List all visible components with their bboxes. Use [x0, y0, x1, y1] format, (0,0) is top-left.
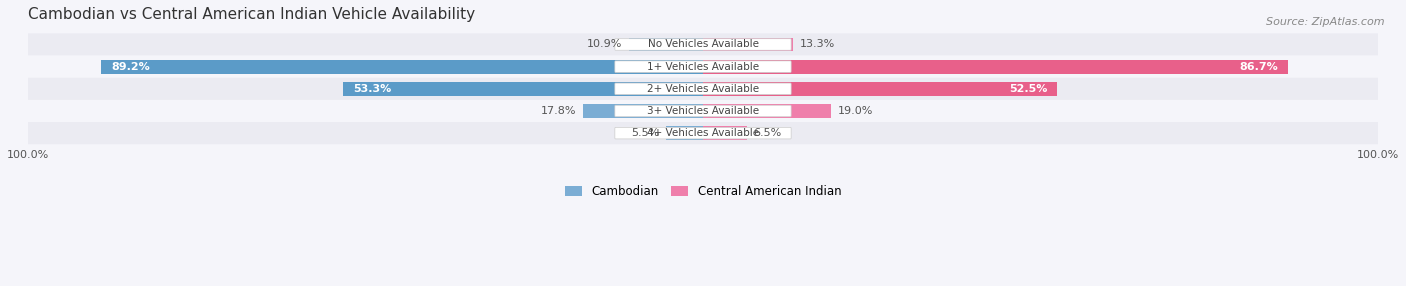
Bar: [703, 37, 793, 51]
Text: 13.3%: 13.3%: [800, 39, 835, 49]
Text: No Vehicles Available: No Vehicles Available: [648, 39, 758, 49]
FancyBboxPatch shape: [614, 83, 792, 95]
FancyBboxPatch shape: [25, 33, 1381, 55]
Text: 6.5%: 6.5%: [754, 128, 782, 138]
FancyBboxPatch shape: [614, 127, 792, 139]
Bar: [666, 126, 703, 140]
Text: 2+ Vehicles Available: 2+ Vehicles Available: [647, 84, 759, 94]
Text: Source: ZipAtlas.com: Source: ZipAtlas.com: [1267, 17, 1385, 27]
Text: 1+ Vehicles Available: 1+ Vehicles Available: [647, 62, 759, 72]
Bar: [343, 82, 703, 96]
FancyBboxPatch shape: [25, 78, 1381, 100]
Bar: [703, 126, 747, 140]
FancyBboxPatch shape: [25, 100, 1381, 122]
FancyBboxPatch shape: [614, 39, 792, 50]
Text: 17.8%: 17.8%: [541, 106, 576, 116]
FancyBboxPatch shape: [614, 61, 792, 72]
Text: 10.9%: 10.9%: [588, 39, 623, 49]
FancyBboxPatch shape: [614, 105, 792, 117]
Text: 3+ Vehicles Available: 3+ Vehicles Available: [647, 106, 759, 116]
Text: Cambodian vs Central American Indian Vehicle Availability: Cambodian vs Central American Indian Veh…: [28, 7, 475, 22]
FancyBboxPatch shape: [25, 122, 1381, 144]
Text: 5.5%: 5.5%: [631, 128, 659, 138]
Legend: Cambodian, Central American Indian: Cambodian, Central American Indian: [560, 180, 846, 203]
Bar: [703, 82, 1057, 96]
Text: 52.5%: 52.5%: [1010, 84, 1047, 94]
Bar: [630, 37, 703, 51]
Bar: [101, 60, 703, 74]
FancyBboxPatch shape: [25, 55, 1381, 78]
Text: 53.3%: 53.3%: [353, 84, 392, 94]
Bar: [703, 60, 1288, 74]
Text: 89.2%: 89.2%: [111, 62, 150, 72]
Text: 4+ Vehicles Available: 4+ Vehicles Available: [647, 128, 759, 138]
Bar: [703, 104, 831, 118]
Text: 86.7%: 86.7%: [1239, 62, 1278, 72]
Bar: [583, 104, 703, 118]
Text: 19.0%: 19.0%: [838, 106, 873, 116]
